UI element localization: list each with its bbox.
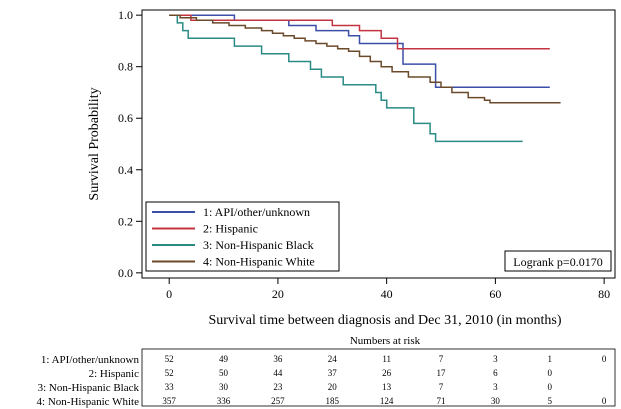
risk-row-label: 4: Non-Hispanic White [37,396,140,408]
risk-value: 24 [328,354,338,364]
risk-value: 6 [493,368,498,378]
y-axis-title: Survival Probability [87,87,102,200]
risk-value: 0 [548,368,553,378]
risk-value: 0 [602,396,607,406]
risk-value: 3 [493,354,498,364]
risk-value: 26 [382,368,392,378]
risk-value: 7 [439,354,444,364]
risk-value: 1 [548,354,553,364]
risk-table-title: Numbers at risk [350,335,421,347]
risk-value: 36 [273,354,283,364]
x-tick-label: 60 [489,287,501,301]
risk-value: 11 [382,354,391,364]
risk-table: 1: API/other/unknown 52 49 36 24 11 7 3 1 02: His… [37,354,607,408]
y-tick-label: 0.2 [118,214,133,228]
survival-curves [169,14,561,143]
risk-value: 336 [217,396,231,406]
x-axis-title: Survival time between diagnosis and Dec … [208,313,561,328]
risk-value: 0 [602,354,607,364]
risk-value: 5 [548,396,553,406]
risk-value: 30 [219,382,229,392]
y-axis: 0.0 0.2 0.4 0.6 0.8 1.0 [118,8,142,280]
risk-value: 0 [548,382,553,392]
legend: 1: API/other/unknown 2: Hispanic 3: Non-Hi… [145,201,340,272]
legend-label-1: 1: API/other/unknown [203,205,310,219]
risk-row-label: 3: Non-Hispanic Black [38,382,140,394]
x-tick-label: 40 [381,287,393,301]
risk-value: 44 [273,368,283,378]
risk-value: 3 [493,382,498,392]
plot-frame [141,9,616,279]
legend-label-4: 4: Non-Hispanic White [203,255,315,269]
y-tick-label: 0.4 [118,163,133,177]
risk-value: 50 [219,368,229,378]
risk-value: 185 [326,396,340,406]
risk-value: 33 [165,382,175,392]
legend-frame [145,201,340,272]
logrank-annotation: Logrank p=0.0170 [504,250,612,272]
legend-label-3: 3: Non-Hispanic Black [203,238,314,252]
y-tick-label: 0.6 [118,111,133,125]
legend-label-2: 2: Hispanic [203,222,258,236]
risk-value: 71 [437,396,446,406]
risk-value: 7 [439,382,444,392]
survival-curve-4 [169,14,561,104]
risk-row-label: 1: API/other/unknown [41,354,140,366]
risk-value: 23 [273,382,283,392]
y-tick-label: 0.0 [118,266,133,280]
survival-curve-2 [169,14,550,50]
risk-row-label: 2: Hispanic [89,368,140,380]
risk-value: 124 [380,396,394,406]
risk-table-frame [141,348,616,407]
x-axis: 0 20 40 60 80 [166,278,610,301]
y-tick-label: 0.8 [118,60,133,74]
risk-value: 37 [328,368,338,378]
risk-value: 13 [382,382,392,392]
x-tick-label: 0 [166,287,172,301]
risk-value: 49 [219,354,229,364]
x-tick-label: 20 [272,287,284,301]
risk-value: 52 [165,354,174,364]
risk-value: 257 [271,396,285,406]
survival-curve-3 [169,14,523,143]
risk-value: 30 [491,396,501,406]
x-tick-label: 80 [598,287,610,301]
risk-value: 20 [328,382,338,392]
logrank-text: Logrank p=0.0170 [513,255,602,269]
risk-value: 52 [165,368,174,378]
risk-value: 17 [437,368,447,378]
risk-value: 357 [162,396,176,406]
logrank-box [504,250,612,272]
y-tick-label: 1.0 [118,8,133,22]
